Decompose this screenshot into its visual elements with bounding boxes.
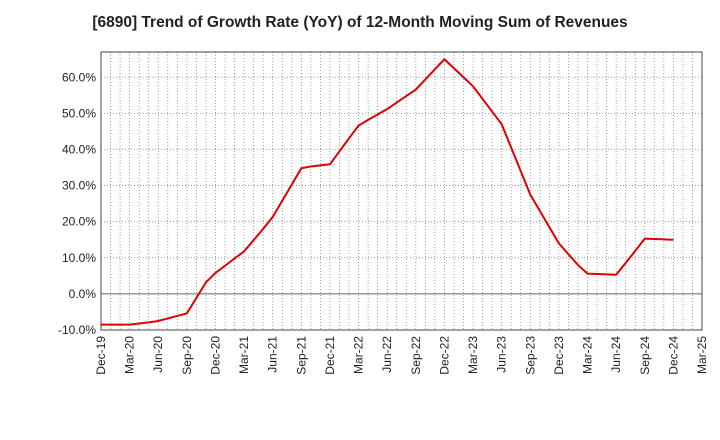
x-tick-label: Dec-19 <box>94 336 108 375</box>
y-tick-label: 20.0% <box>62 215 96 229</box>
x-tick-label: Sep-20 <box>180 336 194 375</box>
x-tick-label: Dec-23 <box>552 336 566 375</box>
x-tick-label: Jun-20 <box>151 336 165 373</box>
y-tick-label: -10.0% <box>58 323 96 337</box>
x-tick-label: Sep-24 <box>638 336 652 375</box>
x-tick-label: Dec-22 <box>437 336 451 375</box>
x-tick-label: Mar-22 <box>352 336 366 374</box>
x-tick-label: Jun-21 <box>266 336 280 373</box>
y-tick-label: 30.0% <box>62 179 96 193</box>
x-tick-label: Sep-22 <box>409 336 423 375</box>
x-tick-label: Jun-24 <box>609 336 623 373</box>
x-tick-label: Mar-24 <box>581 336 595 374</box>
x-tick-label: Sep-23 <box>523 336 537 375</box>
y-tick-label: 40.0% <box>62 142 96 156</box>
x-tick-label: Dec-20 <box>208 336 222 375</box>
y-tick-label: 50.0% <box>62 106 96 120</box>
x-tick-label: Sep-21 <box>294 336 308 375</box>
y-tick-label: 10.0% <box>62 251 96 265</box>
series-line <box>101 58 674 326</box>
x-tick-label: Dec-21 <box>323 336 337 375</box>
y-tick-label: 0.0% <box>69 287 97 301</box>
x-tick-label: Mar-25 <box>695 336 709 374</box>
x-tick-label: Mar-23 <box>466 336 480 374</box>
plot-area <box>101 52 702 330</box>
x-tick-label: Mar-21 <box>237 336 251 374</box>
x-tick-label: Mar-20 <box>123 336 137 374</box>
x-tick-label: Jun-22 <box>380 336 394 373</box>
x-tick-label: Jun-23 <box>495 336 509 373</box>
chart-title: [6890] Trend of Growth Rate (YoY) of 12-… <box>92 14 628 31</box>
y-tick-label: 60.0% <box>62 70 96 84</box>
x-tick-label: Dec-24 <box>666 336 680 375</box>
plot-frame <box>100 51 703 331</box>
